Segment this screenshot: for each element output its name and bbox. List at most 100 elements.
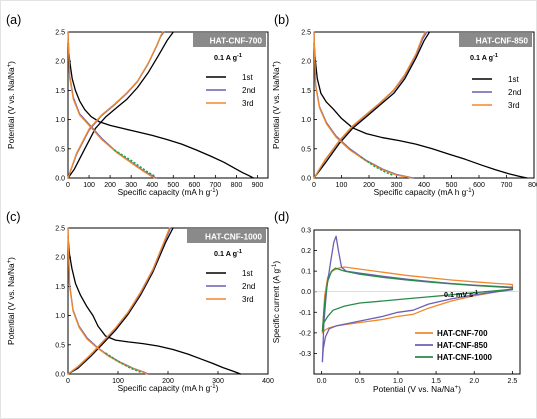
x-tick-label: 800 (528, 182, 537, 189)
series-line-3rd (67, 31, 155, 179)
y-tick-label: 0.5 (55, 342, 65, 349)
x-tick-label: 700 (210, 182, 222, 189)
y-tick-label: 0.1 (301, 269, 311, 276)
x-tick-label: 900 (252, 182, 264, 189)
x-axis-title: Specific capacity (mA h g-1) (374, 187, 475, 197)
y-axis-title: Potential (V vs. Na/Na+) (6, 257, 16, 345)
legend-label: 3rd (508, 101, 520, 110)
y-tick-label: 0.0 (55, 372, 65, 379)
panel-c-title: HAT-CNF-1000 (205, 232, 262, 242)
x-axis-title: Potential (V vs. Na/Na+) (373, 384, 461, 394)
y-tick-label: -0.2 (299, 330, 311, 337)
y-axis-title-tail: ) (6, 257, 16, 260)
panel-a: (a) 0 100 200 300 400 500 600 700 800 900 0.0 0.5 1.… (6, 13, 269, 197)
x-axis-title-tail: ) (458, 384, 461, 394)
panel-b-plot: 0 100 200 300 400 500 600 700 800 0.0 0.5 1.0 1.5 2.0… (271, 30, 537, 198)
series-line-1st (67, 31, 174, 179)
y-tick-label: 1.5 (55, 284, 65, 291)
x-axis-title-tail: ) (216, 383, 219, 393)
legend-label: 3rd (242, 295, 254, 304)
y-tick-label: 1.5 (55, 88, 65, 95)
x-tick-label: 100 (83, 182, 95, 189)
x-tick-label: 200 (363, 182, 375, 189)
panel-b-title: HAT-CNF-850 (476, 36, 529, 46)
fit-line (105, 352, 141, 373)
y-axis-title-sup: + (272, 63, 278, 67)
x-tick-label: 200 (104, 182, 116, 189)
y-axis-title-tail: ) (271, 61, 281, 64)
x-axis-title-sup: -1 (210, 188, 216, 194)
y-axis-title-text: Potential (V vs. Na/Na (6, 263, 16, 345)
x-tick-label: 700 (501, 182, 513, 189)
series-line-3rd (313, 31, 427, 179)
x-axis-title-text: Specific capacity (mA h g (118, 187, 211, 197)
x-tick-label: 400 (262, 378, 274, 385)
panel-b-label: (b) (274, 13, 289, 27)
series-line-1st (67, 43, 254, 179)
legend-label: HAT-CNF-850 (437, 341, 488, 350)
y-tick-label: 2.0 (301, 59, 311, 66)
x-tick-label: 400 (146, 182, 158, 189)
y-tick-label: 1.0 (55, 117, 65, 124)
legend-label: 2nd (242, 282, 255, 291)
x-tick-label: 400 (418, 182, 430, 189)
x-tick-label: 2.0 (469, 378, 479, 385)
y-tick-label: 1.5 (301, 88, 311, 95)
x-tick-label: 1.0 (393, 378, 403, 385)
panel-c-rate-text: 0.1 A g (214, 249, 237, 258)
panel-d-plot: 0.0 0.5 1.0 1.5 2.0 2.5 -0.3 -0.2 -0.1 0.0 0.1 0.2 0… (271, 228, 521, 394)
x-tick-label: 0 (66, 378, 70, 385)
panel-c-rate-sup: -1 (237, 249, 242, 255)
panel-a-plot: 0 100 200 300 400 500 600 700 800 900 0.0 0.5 1.0 1.5… (6, 30, 269, 197)
x-tick-label: 100 (336, 182, 348, 189)
panel-b-rate-sup: -1 (493, 53, 498, 59)
legend-label: 2nd (508, 88, 521, 97)
legend-label: 1st (242, 73, 253, 82)
y-tick-label: 2.5 (55, 226, 65, 233)
y-axis-title-sup: + (7, 259, 13, 263)
y-tick-label: 2.0 (55, 255, 65, 262)
fit-line (360, 156, 395, 177)
y-tick-label: 2.5 (301, 30, 311, 37)
y-axis-title-text: Potential (V vs. Na/Na (271, 67, 281, 149)
y-tick-label: 0.5 (55, 146, 65, 153)
panel-b-title-badge (459, 33, 532, 47)
x-tick-label: 500 (446, 182, 458, 189)
series-line-1st (313, 31, 431, 179)
series-line-1st (67, 236, 242, 375)
plot-area-0 (67, 31, 269, 179)
x-tick-label: 0 (312, 182, 316, 189)
panel-a-rate-text: 0.1 A g (214, 53, 237, 62)
y-tick-label: 0.5 (301, 146, 311, 153)
legend-label: 1st (508, 75, 519, 84)
y-axis-title-sup: -1 (272, 263, 278, 269)
panel-d-rate: 0.1 mV s-1 (444, 290, 478, 299)
y-axis-title-tail: ) (271, 261, 281, 264)
panel-c-plot: 0 100 200 300 400 0.0 0.5 1.0 1.5 2.0 2.5 Specific … (6, 226, 274, 394)
y-axis-title-tail: ) (6, 61, 16, 64)
fit-line (113, 149, 155, 177)
series-line-3rd (67, 227, 171, 375)
x-tick-label: 100 (112, 378, 124, 385)
panel-b-rate: 0.1 A g-1 (470, 53, 498, 62)
y-tick-label: 2.5 (55, 30, 65, 37)
series-line-3rd (313, 31, 412, 179)
x-axis-title-text: Specific capacity (mA h g (374, 187, 467, 197)
x-tick-label: 0.5 (355, 378, 365, 385)
x-tick-label: 300 (125, 182, 137, 189)
x-tick-label: 0 (66, 182, 70, 189)
y-tick-label: 0.2 (301, 248, 311, 255)
x-tick-label: 1.5 (431, 378, 441, 385)
legend-label: 1st (242, 269, 253, 278)
panel-d: (d) 0.0 0.5 1.0 1.5 2.0 2.5 -0.3 -0.2 -0.1 0.0 0.1… (271, 210, 521, 394)
x-tick-label: 600 (473, 182, 485, 189)
x-tick-label: 300 (212, 378, 224, 385)
panel-d-rate-sup: -1 (473, 290, 478, 296)
y-tick-label: 0.0 (301, 289, 311, 296)
y-tick-label: -0.1 (299, 310, 311, 317)
x-axis-title-tail: ) (472, 187, 475, 197)
y-tick-label: 1.0 (55, 313, 65, 320)
x-axis-title-text: Potential (V vs. Na/Na (373, 384, 455, 394)
y-axis-title: Specific current (A g-1) (271, 261, 281, 344)
